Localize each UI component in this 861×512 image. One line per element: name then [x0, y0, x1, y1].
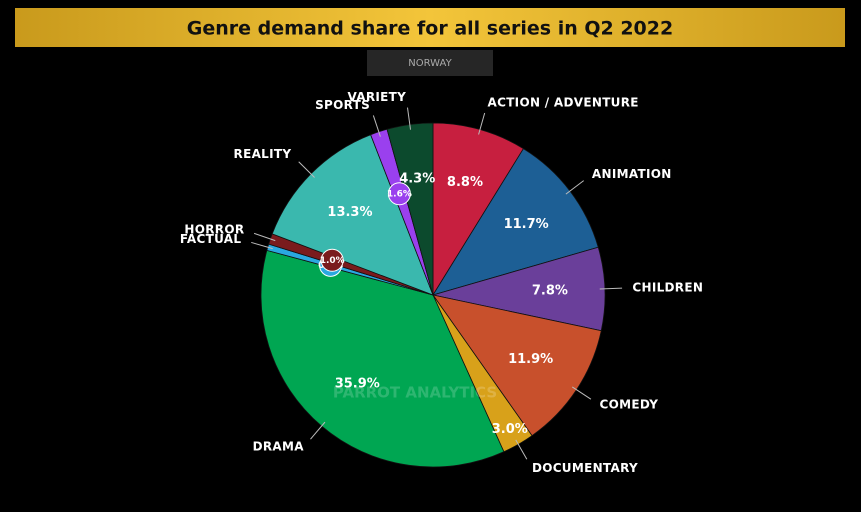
leader-line — [565, 180, 584, 195]
value-badge — [387, 182, 411, 206]
value-label: 35.9% — [335, 377, 380, 392]
value-label: 1.0% — [320, 256, 345, 266]
category-label: CHILDREN — [632, 280, 703, 294]
category-label: ACTION / ADVENTURE — [488, 96, 639, 110]
subtitle: NORWAY — [408, 58, 452, 69]
leader-line — [406, 107, 412, 130]
value-badge — [320, 248, 344, 272]
leader-line — [372, 115, 381, 137]
title-bar — [15, 8, 845, 47]
leader-line — [478, 112, 486, 135]
leader-line — [298, 161, 315, 178]
value-label: 13.3% — [327, 205, 372, 220]
category-label: HORROR — [184, 223, 244, 237]
leader-line — [253, 232, 276, 242]
category-label: SPORTS — [315, 98, 370, 112]
value-label: 11.7% — [504, 217, 549, 232]
leader-line — [310, 421, 326, 440]
value-label: 1.6% — [387, 189, 412, 199]
leader-line — [599, 287, 623, 290]
value-label: 7.8% — [532, 283, 568, 298]
category-label: ANIMATION — [592, 167, 672, 181]
value-label: 11.9% — [508, 352, 553, 367]
chart-title: Genre demand share for all series in Q2 … — [187, 18, 673, 40]
value-label: 8.8% — [447, 175, 483, 190]
value-label: 3.0% — [492, 422, 528, 437]
pie: ACTION / ADVENTURE 8.8% ANIMATION 11.7% CHIL… — [180, 90, 703, 475]
category-label: COMEDY — [600, 397, 659, 411]
subtitle-box — [367, 50, 493, 76]
category-label: VARIETY — [347, 90, 406, 104]
leader-line — [515, 439, 528, 460]
category-label: FACTUAL — [180, 232, 242, 246]
leader-line — [571, 386, 592, 400]
value-label: 4.3% — [399, 172, 435, 187]
category-label: DRAMA — [253, 440, 305, 454]
watermark: PARROT ANALYTICS — [333, 384, 497, 402]
category-label: REALITY — [234, 147, 292, 161]
category-label: DOCUMENTARY — [532, 461, 638, 475]
leader-line — [251, 241, 273, 250]
